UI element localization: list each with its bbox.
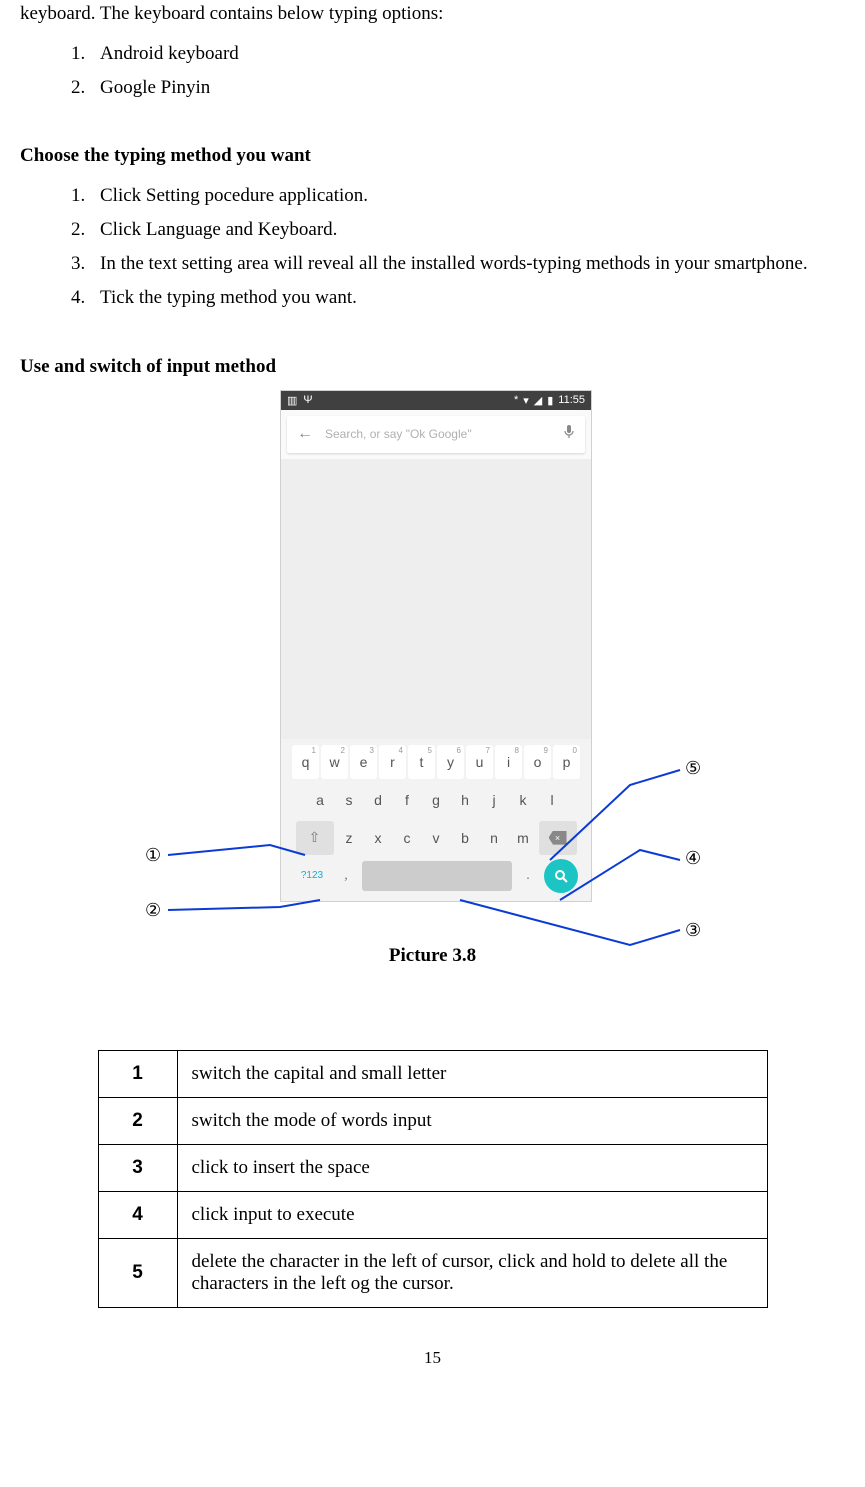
list-item: Android keyboard (90, 37, 845, 71)
letter-key[interactable]: w2 (321, 745, 348, 779)
letter-key[interactable]: k (510, 783, 537, 817)
content-area (281, 459, 591, 739)
list-item: Click Language and Keyboard. (90, 213, 845, 247)
letter-key[interactable]: i8 (495, 745, 522, 779)
list-item: Google Pinyin (90, 71, 845, 105)
shift-key[interactable]: ⇧ (296, 821, 334, 855)
table-row: 5delete the character in the left of cur… (98, 1238, 767, 1307)
letter-key[interactable]: m (510, 821, 537, 855)
heading-use: Use and switch of input method (20, 356, 845, 378)
letter-key[interactable]: e3 (350, 745, 377, 779)
letter-key[interactable]: s (336, 783, 363, 817)
letter-key[interactable]: u7 (466, 745, 493, 779)
letter-key[interactable]: n (481, 821, 508, 855)
legend-number: 2 (98, 1097, 177, 1144)
bluetooth-icon: * (514, 394, 518, 406)
legend-number: 4 (98, 1191, 177, 1238)
callout-4: ④ (685, 848, 701, 869)
table-row: 1switch the capital and small letter (98, 1050, 767, 1097)
letter-key[interactable]: o9 (524, 745, 551, 779)
notif-icon: ▥ (287, 394, 297, 407)
legend-number: 5 (98, 1238, 177, 1307)
callout-5: ⑤ (685, 758, 701, 779)
page-number: 15 (20, 1348, 845, 1368)
signal-icon: ◢ (534, 394, 542, 407)
letter-key[interactable]: q1 (292, 745, 319, 779)
letter-key[interactable]: r4 (379, 745, 406, 779)
phone-screenshot: ▥ Ψ * ▾ ◢ ▮ 11:55 ← Search, or say "Ok G… (280, 390, 592, 902)
heading-choose: Choose the typing method you want (20, 145, 845, 167)
table-row: 4click input to execute (98, 1191, 767, 1238)
comma-key[interactable]: , (334, 868, 358, 884)
legend-description: delete the character in the left of curs… (177, 1238, 767, 1307)
letter-key[interactable]: a (307, 783, 334, 817)
letter-key[interactable]: t5 (408, 745, 435, 779)
legend-description: click input to execute (177, 1191, 767, 1238)
notif-icon: Ψ (303, 394, 312, 407)
battery-icon: ▮ (547, 394, 553, 407)
legend-description: click to insert the space (177, 1144, 767, 1191)
back-icon[interactable]: ← (297, 425, 313, 443)
callout-2: ② (145, 900, 161, 921)
mode-switch-key[interactable]: ?123 (294, 870, 330, 881)
legend-description: switch the mode of words input (177, 1097, 767, 1144)
legend-table: 1switch the capital and small letter2swi… (98, 1050, 768, 1308)
letter-key[interactable]: v (423, 821, 450, 855)
search-bar[interactable]: ← Search, or say "Ok Google" (287, 416, 585, 453)
letter-key[interactable]: x (365, 821, 392, 855)
letter-key[interactable]: h (452, 783, 479, 817)
wifi-icon: ▾ (523, 394, 529, 407)
mic-icon[interactable] (563, 424, 575, 445)
figure-area: ▥ Ψ * ▾ ◢ ▮ 11:55 ← Search, or say "Ok G… (20, 390, 845, 1020)
legend-number: 3 (98, 1144, 177, 1191)
legend-description: switch the capital and small letter (177, 1050, 767, 1097)
letter-key[interactable]: d (365, 783, 392, 817)
list-item: Click Setting pocedure application. (90, 179, 845, 213)
intro-text: keyboard. The keyboard contains below ty… (20, 0, 845, 29)
search-input[interactable]: Search, or say "Ok Google" (325, 427, 551, 441)
letter-key[interactable]: p0 (553, 745, 580, 779)
clock-text: 11:55 (558, 394, 585, 406)
table-row: 3click to insert the space (98, 1144, 767, 1191)
letter-key[interactable]: f (394, 783, 421, 817)
choose-steps-list: Click Setting pocedure application. Clic… (20, 179, 845, 316)
letter-key[interactable]: b (452, 821, 479, 855)
status-bar: ▥ Ψ * ▾ ◢ ▮ 11:55 (281, 391, 591, 410)
soft-keyboard[interactable]: q1w2e3r4t5y6u7i8o9p0 asdfghjkl ⇧zxcvbnm×… (281, 739, 591, 901)
legend-number: 1 (98, 1050, 177, 1097)
figure-caption: Picture 3.8 (20, 945, 845, 967)
callout-1: ① (145, 845, 161, 866)
backspace-key[interactable]: × (539, 821, 577, 855)
typing-options-list: Android keyboard Google Pinyin (20, 37, 845, 105)
space-key[interactable] (362, 861, 512, 891)
letter-key[interactable]: z (336, 821, 363, 855)
list-item: Tick the typing method you want. (90, 281, 845, 315)
period-key[interactable]: . (516, 868, 540, 884)
letter-key[interactable]: l (539, 783, 566, 817)
letter-key[interactable]: y6 (437, 745, 464, 779)
callout-3: ③ (685, 920, 701, 941)
list-item: In the text setting area will reveal all… (90, 247, 845, 281)
letter-key[interactable]: j (481, 783, 508, 817)
search-action-key[interactable] (544, 859, 578, 893)
letter-key[interactable]: g (423, 783, 450, 817)
table-row: 2switch the mode of words input (98, 1097, 767, 1144)
letter-key[interactable]: c (394, 821, 421, 855)
